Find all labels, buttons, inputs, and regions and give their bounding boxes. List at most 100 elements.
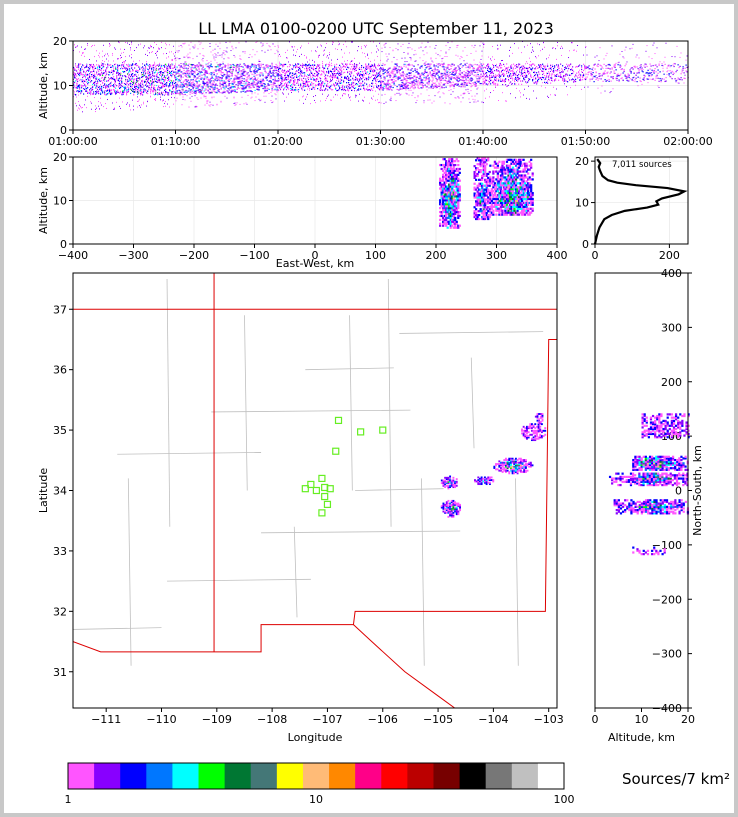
source-point <box>183 85 185 87</box>
source-point <box>184 74 186 77</box>
source-point <box>335 75 337 77</box>
source-point <box>431 73 433 76</box>
source-point <box>453 87 455 89</box>
source-point <box>304 75 306 78</box>
source-point <box>218 63 220 66</box>
source-point <box>448 68 450 71</box>
source-point <box>216 87 218 89</box>
source-point <box>414 49 416 51</box>
source-point <box>275 89 277 91</box>
source-point <box>293 80 295 82</box>
source-point <box>415 71 417 73</box>
source-point <box>383 82 385 84</box>
source-point <box>449 103 451 105</box>
source-point <box>187 74 189 76</box>
source-point <box>242 87 244 89</box>
source-point <box>75 63 76 65</box>
source-point <box>284 87 286 89</box>
source-point <box>182 76 184 78</box>
source-point <box>163 85 165 88</box>
source-point <box>102 73 104 75</box>
source-point <box>224 64 226 66</box>
source-point <box>89 74 90 76</box>
source-point <box>312 64 314 66</box>
source-point <box>121 56 122 58</box>
source-point <box>265 64 267 66</box>
source-point <box>336 66 338 68</box>
source-point <box>135 64 137 66</box>
source-point <box>416 99 418 101</box>
source-point <box>336 73 338 75</box>
source-point <box>103 63 105 65</box>
source-point <box>164 70 166 72</box>
source-point <box>262 74 264 76</box>
source-point <box>123 67 125 69</box>
source-point <box>183 83 185 85</box>
source-point <box>126 67 128 69</box>
source-point <box>402 43 404 45</box>
source-point <box>157 50 158 52</box>
source-point <box>382 63 384 65</box>
source-point <box>358 72 360 74</box>
source-point <box>217 64 219 66</box>
source-point <box>340 72 341 74</box>
source-point <box>162 67 163 69</box>
source-point <box>415 60 417 62</box>
source-point <box>196 97 198 99</box>
source-point <box>223 74 225 76</box>
source-point <box>85 76 86 78</box>
source-point <box>142 63 143 65</box>
source-point <box>273 89 275 91</box>
source-point <box>340 69 342 71</box>
source-point <box>380 59 381 61</box>
source-point <box>305 65 307 68</box>
source-point <box>138 74 139 76</box>
source-point <box>210 72 212 74</box>
source-point <box>183 80 185 82</box>
source-point <box>269 77 271 79</box>
source-point <box>225 85 227 87</box>
source-point <box>210 73 212 76</box>
source-point <box>200 70 202 73</box>
source-point <box>242 69 244 71</box>
source-point <box>206 66 208 68</box>
source-point <box>278 70 280 72</box>
source-point <box>292 46 293 48</box>
source-point <box>191 64 193 66</box>
source-point <box>315 85 317 87</box>
source-point <box>233 54 235 56</box>
source-point <box>445 45 447 47</box>
source-point <box>326 42 327 44</box>
source-point <box>411 94 413 96</box>
source-point <box>235 47 237 49</box>
source-point <box>261 79 263 82</box>
source-point <box>292 87 294 89</box>
source-point <box>308 63 310 66</box>
source-point <box>111 89 113 91</box>
source-point <box>144 81 146 83</box>
source-point <box>73 71 75 73</box>
source-point <box>415 53 417 55</box>
source-point <box>254 77 256 79</box>
source-point <box>386 72 388 74</box>
source-point <box>428 77 430 79</box>
source-point <box>95 108 96 110</box>
source-point <box>286 85 288 87</box>
source-point <box>413 79 415 81</box>
source-point <box>151 85 153 87</box>
source-point <box>373 95 374 97</box>
source-point <box>220 100 222 102</box>
source-point <box>384 76 386 79</box>
source-point <box>354 63 355 65</box>
source-point <box>193 77 195 79</box>
source-point <box>153 64 155 67</box>
source-point <box>83 80 85 82</box>
source-point <box>307 84 309 86</box>
source-point <box>457 83 459 85</box>
source-point <box>375 80 377 82</box>
source-point <box>140 106 141 108</box>
source-point <box>167 71 169 74</box>
source-point <box>167 74 169 76</box>
source-point <box>129 64 131 66</box>
source-point <box>285 52 286 54</box>
